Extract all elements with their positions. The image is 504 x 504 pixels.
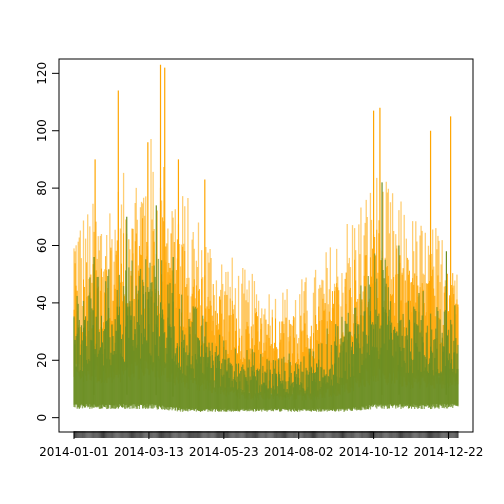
series-2: [73, 182, 459, 412]
y-tick-label: 0: [35, 414, 49, 422]
x-tick-label: 2014-12-22: [414, 445, 484, 459]
x-tick-label: 2014-01-01: [39, 445, 109, 459]
x-tick-label: 2014-10-12: [339, 445, 409, 459]
y-tick-label: 120: [35, 62, 49, 85]
y-tick-label: 60: [35, 238, 49, 253]
y-tick-label: 20: [35, 353, 49, 368]
x-tick-label: 2014-03-13: [114, 445, 184, 459]
y-tick-label: 100: [35, 119, 49, 142]
x-axis: 2014-01-01 2014-03-13 2014-05-23 2014-08-02…: [39, 432, 483, 459]
x-tick-label: 2014-05-23: [189, 445, 259, 459]
x-tick-label: 2014-08-02: [264, 445, 334, 459]
y-tick-label: 40: [35, 295, 49, 310]
y-tick-label: 80: [35, 180, 49, 195]
y-axis: 0 20 40 60 80 100 120: [35, 62, 60, 422]
plot-area: [73, 64, 459, 412]
